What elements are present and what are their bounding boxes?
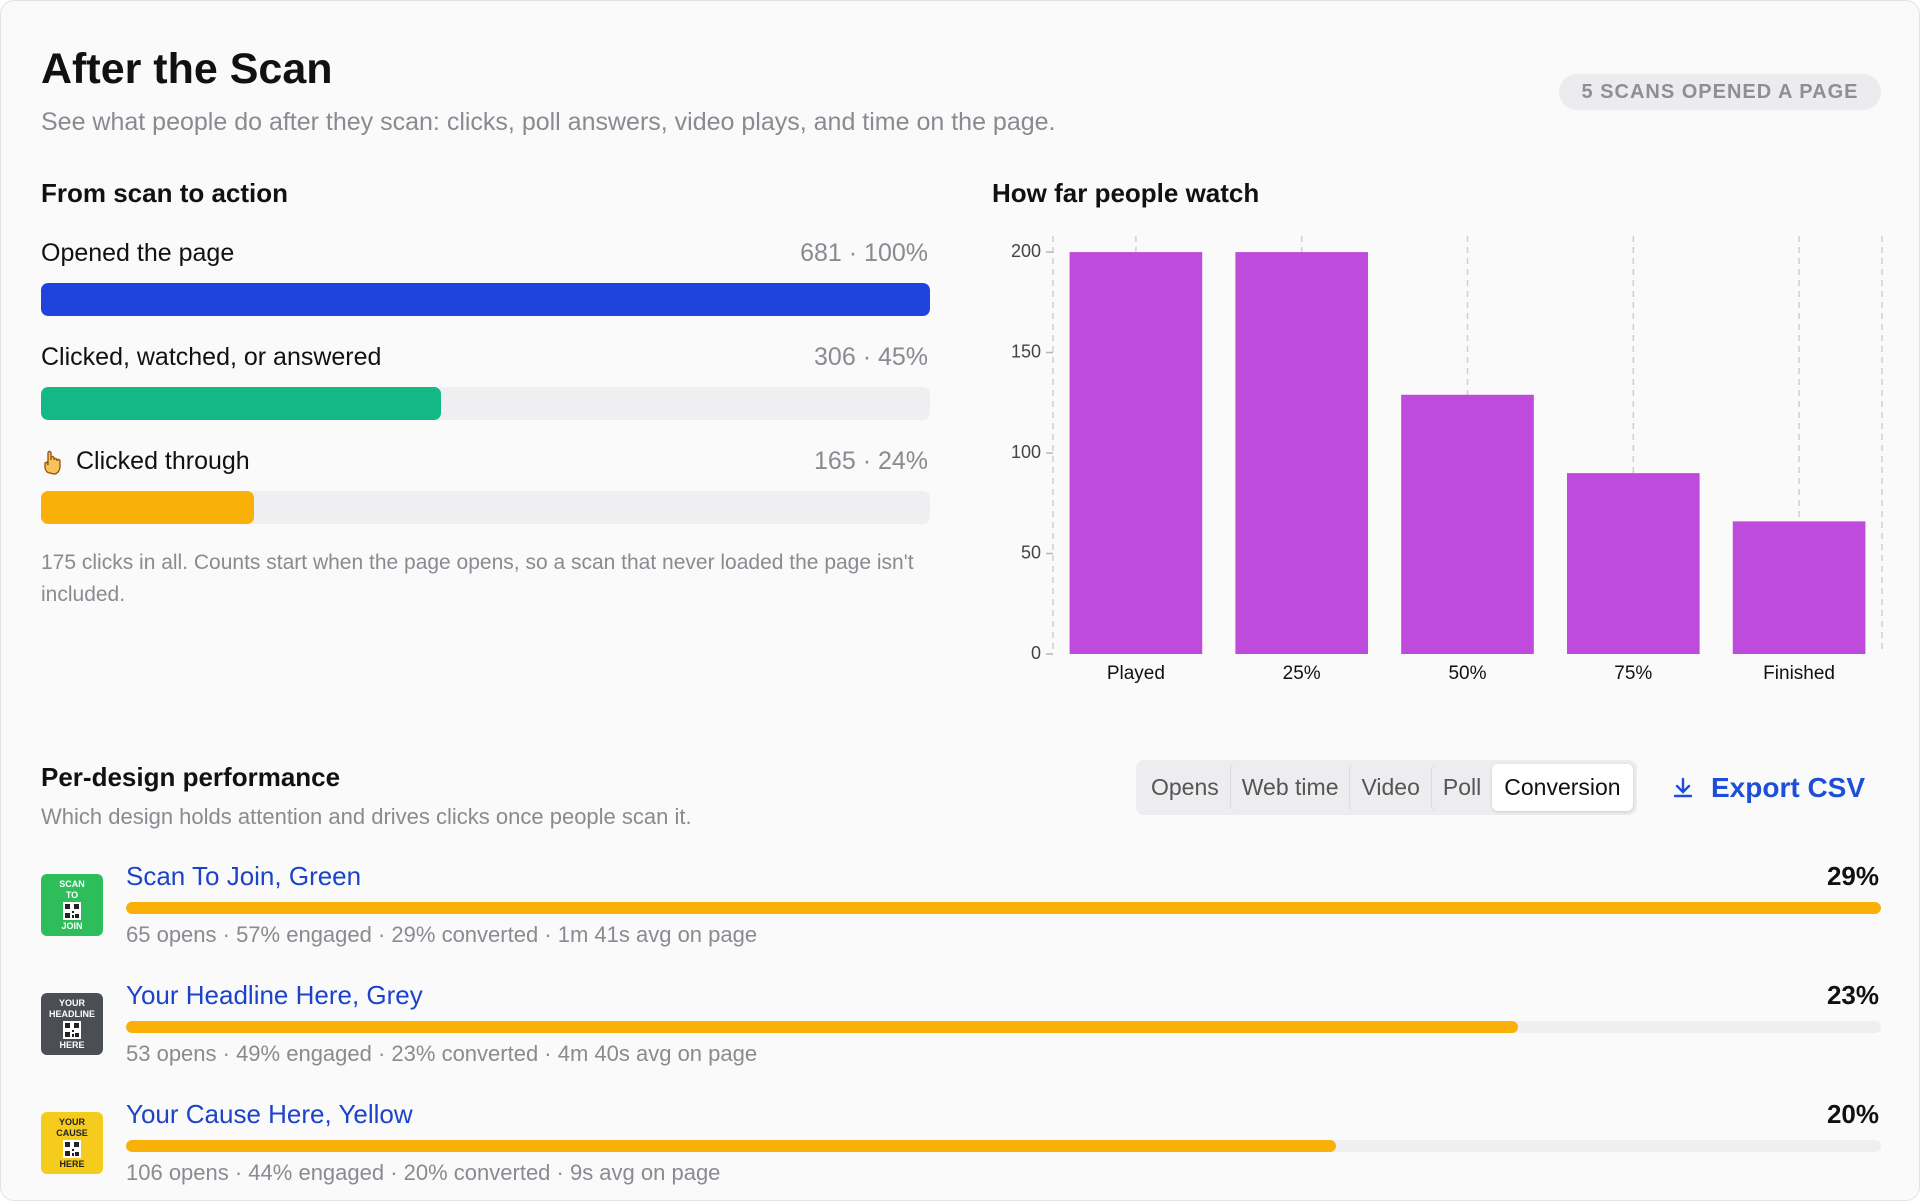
thumbnail-text: HERE — [59, 1039, 85, 1050]
bar — [1566, 473, 1700, 654]
funnel-note: 175 clicks in all. Counts start when the… — [41, 551, 914, 606]
y-tick-label: 200 — [1011, 241, 1041, 261]
design-name[interactable]: Your Cause Here, Yellow — [126, 1099, 413, 1129]
x-tick-label: 50% — [1448, 663, 1486, 684]
design-percent: 20% — [1826, 1099, 1879, 1129]
y-tick-label: 150 — [1011, 341, 1041, 361]
section-subtitle: Which design holds attention and drives … — [41, 804, 692, 829]
y-tick-label: 100 — [1011, 442, 1041, 462]
chart-title: How far people watch — [992, 178, 1260, 208]
funnel-bar — [41, 387, 442, 420]
design-stats: 106 opens · 44% engaged · 20% converted … — [126, 1160, 721, 1185]
x-tick-label: Finished — [1763, 663, 1835, 684]
hand-icon — [41, 449, 65, 475]
funnel-value: 165 · 24% — [814, 447, 928, 475]
y-tick-label: 50 — [1021, 542, 1041, 562]
thumbnail: SCAN TO JOIN — [41, 874, 103, 936]
thumbnail-text: SCAN — [59, 878, 85, 889]
funnel-track — [41, 387, 930, 420]
thumbnail-text: YOUR — [58, 1116, 85, 1127]
page-subtitle: See what people do after they scan: clic… — [41, 108, 1056, 136]
tab[interactable]: Opens — [1151, 774, 1219, 800]
design-stats: 65 opens · 57% engaged · 29% converted ·… — [126, 922, 758, 947]
funnel-bar — [41, 283, 930, 316]
funnel-value: 681 · 100% — [800, 239, 928, 267]
design-track — [126, 1021, 1881, 1033]
thumbnail-text: CAUSE — [56, 1127, 88, 1138]
design-track — [126, 902, 1881, 914]
section-title: Per-design performance — [41, 762, 341, 792]
design-name[interactable]: Your Headline Here, Grey — [126, 980, 423, 1010]
tab[interactable]: Video — [1349, 764, 1430, 811]
thumbnail-text: HERE — [59, 1158, 85, 1169]
funnel-bar — [41, 491, 255, 524]
thumbnail: YOUR HEADLINE HERE — [41, 993, 103, 1055]
design-name[interactable]: Scan To Join, Green — [126, 861, 362, 891]
bar — [1235, 252, 1369, 655]
page-title: After the Scan — [41, 45, 333, 93]
thumbnail-text: HEADLINE — [48, 1008, 95, 1019]
funnel-track — [41, 491, 930, 524]
section-title: From scan to action — [41, 178, 289, 208]
funnel-label: Clicked, watched, or answered — [41, 343, 382, 371]
export-label: Export CSV — [1711, 772, 1866, 803]
design-bar — [126, 1140, 1337, 1152]
thumbnail: YOUR CAUSE HERE — [41, 1112, 103, 1174]
y-tick-label: 0 — [1031, 643, 1041, 663]
funnel-value: 306 · 45% — [814, 343, 928, 371]
bar — [1401, 394, 1534, 654]
x-tick-label: 75% — [1614, 663, 1652, 684]
x-tick-label: Played — [1107, 663, 1165, 684]
design-bar — [126, 1021, 1518, 1033]
qr-code — [63, 901, 81, 920]
tab-group: Opens Web time Video Poll Conversion — [1136, 760, 1637, 815]
tab[interactable]: Poll — [1430, 764, 1492, 811]
download-icon — [1673, 777, 1693, 798]
design-percent: 23% — [1826, 980, 1879, 1010]
thumbnail-text: JOIN — [61, 920, 83, 931]
tab[interactable]: Conversion — [1492, 764, 1633, 811]
qr-code — [63, 1139, 81, 1158]
bar — [1732, 521, 1866, 654]
design-track — [126, 1140, 1881, 1152]
badge: 5 SCANS OPENED A PAGE — [1559, 74, 1881, 110]
tab[interactable]: Web time — [1229, 764, 1350, 811]
design-percent: 29% — [1826, 861, 1879, 891]
export-button[interactable]: Export CSV — [1671, 769, 1865, 807]
design-bar — [126, 902, 1881, 914]
thumbnail-text: TO — [65, 889, 79, 900]
funnel-track — [41, 283, 930, 316]
bar — [1069, 252, 1203, 655]
funnel-label: Opened the page — [41, 239, 235, 267]
x-tick-label: 25% — [1283, 663, 1321, 684]
design-stats: 53 opens · 49% engaged · 23% converted ·… — [126, 1041, 758, 1066]
qr-code — [63, 1020, 81, 1039]
thumbnail-text: YOUR — [58, 997, 85, 1008]
funnel-label: Clicked through — [76, 447, 250, 475]
